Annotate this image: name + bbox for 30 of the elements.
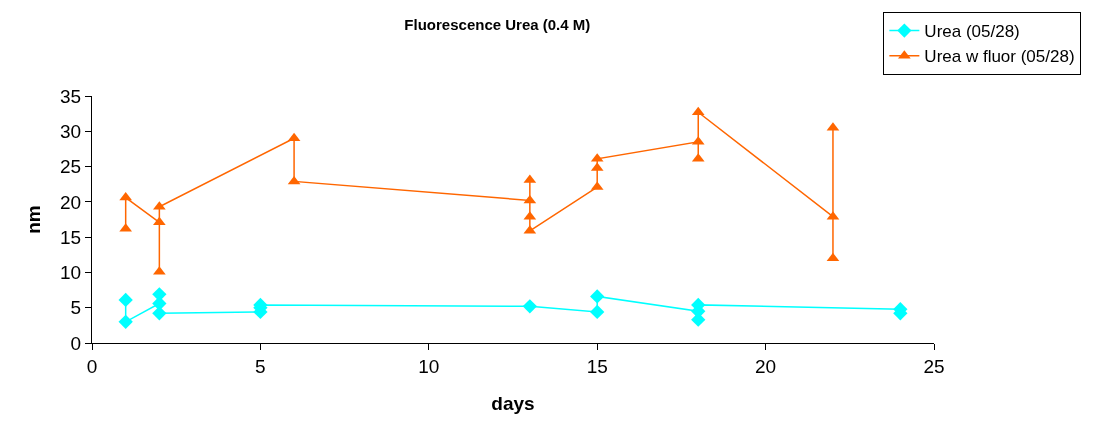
x-tick-label: 25: [923, 355, 945, 377]
x-tick-label: 15: [586, 355, 608, 377]
point: [590, 289, 605, 304]
y-tick-label: 35: [60, 85, 82, 107]
point: [287, 132, 301, 142]
chart-title: Fluorescence Urea (0.4 M): [404, 16, 591, 34]
x-tick-label: 5: [255, 355, 266, 377]
point: [522, 299, 537, 314]
x-tick-label: 10: [418, 355, 440, 377]
y-axis-title: nm: [22, 205, 44, 234]
y-tick-label: 30: [60, 120, 82, 142]
point: [826, 252, 840, 262]
legend-label: Urea w fluor (05/28): [924, 47, 1075, 67]
x-tick-label: 0: [86, 355, 98, 377]
y-tick-label: 10: [60, 262, 82, 284]
y-tick-label: 5: [70, 297, 82, 319]
point: [287, 175, 301, 185]
point: [590, 304, 605, 320]
legend-label: Urea (05/28): [924, 22, 1020, 42]
point: [152, 306, 167, 321]
x-tick-label: 20: [755, 355, 777, 377]
y-tick-label: 0: [70, 332, 82, 354]
point: [523, 194, 537, 204]
point: [118, 314, 133, 329]
point: [153, 216, 166, 226]
point: [118, 292, 133, 308]
y-tick-label: 25: [60, 156, 82, 178]
y-tick-label: 20: [60, 191, 82, 213]
x-axis-title: days: [491, 392, 535, 414]
y-tick-label: 15: [60, 226, 82, 248]
